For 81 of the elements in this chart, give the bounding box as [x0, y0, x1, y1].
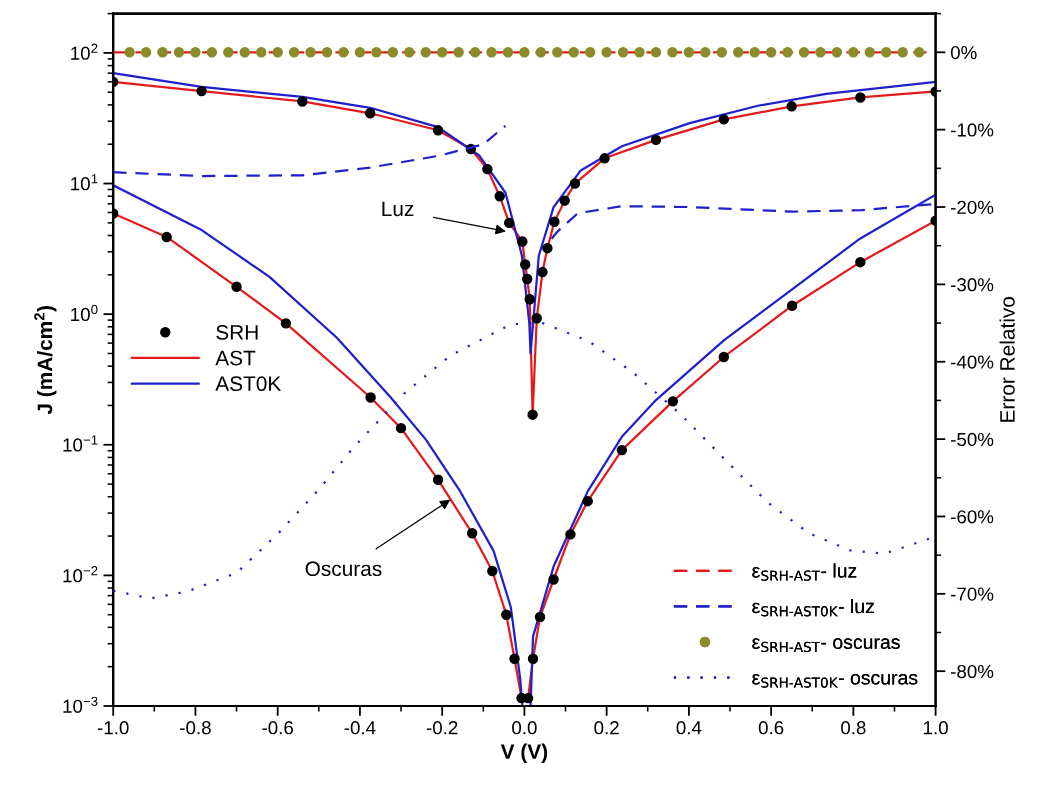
point	[297, 96, 308, 107]
point	[432, 474, 444, 485]
legend-label: AST0K	[215, 376, 282, 392]
point	[667, 396, 679, 407]
y2-tick-label: 0%	[950, 45, 977, 60]
point	[482, 163, 493, 175]
x-tick-label: -0.6	[262, 721, 294, 735]
point	[542, 242, 553, 254]
x-tick-label: 0.2	[594, 721, 619, 735]
y-tick-label: 10$^{−2}$	[63, 566, 98, 583]
point	[487, 565, 498, 577]
point	[466, 528, 478, 539]
y-tick-label: 10$^{0}$	[71, 304, 98, 322]
x-tick-label: 1.0	[923, 721, 948, 735]
point	[569, 178, 581, 189]
point	[501, 609, 512, 620]
point	[718, 351, 730, 363]
legend-label: ε$_{SRH-AST0K}$- luz	[752, 599, 874, 617]
y2-tick-label: -80%	[951, 664, 994, 679]
point	[548, 574, 559, 585]
point	[565, 529, 576, 540]
point	[534, 611, 546, 623]
x-axis-title: V (V)	[500, 743, 548, 764]
y-axis-title: J (mA/cm$^{2}$)	[34, 306, 57, 415]
annotation: Luz	[382, 201, 414, 217]
y2-tick-label: -10%	[951, 123, 994, 137]
y2-axis-title: Error Relativo	[999, 297, 1015, 422]
y2-tick-label: -60%	[951, 510, 994, 524]
y-tick-label: 10$^{2}$	[71, 43, 98, 60]
point	[524, 294, 535, 305]
point	[196, 85, 207, 97]
y2-tick-label: -20%	[951, 200, 994, 214]
point	[559, 195, 570, 206]
point	[365, 392, 376, 403]
point	[786, 101, 797, 112]
x-tick-label: 0.4	[676, 721, 702, 735]
point	[517, 236, 528, 247]
point	[522, 273, 533, 285]
legend-label: ε$_{SRH-AST}$- luz	[752, 563, 857, 581]
point	[161, 231, 172, 243]
point	[520, 259, 531, 270]
point	[616, 444, 628, 456]
point	[503, 217, 515, 229]
point	[509, 653, 520, 664]
point	[395, 422, 407, 434]
x-tick-label: 0.8	[841, 721, 866, 735]
point	[432, 125, 444, 136]
x-tick-label: -0.8	[180, 721, 211, 735]
point	[855, 92, 866, 103]
y-tick-label: 10$^{1}$	[71, 174, 98, 191]
y-tick-label: 10$^{−3}$	[63, 696, 98, 713]
x-tick-label: 0.6	[758, 721, 784, 735]
point	[549, 216, 560, 227]
x-tick-label: -1.0	[97, 721, 129, 735]
point	[527, 653, 539, 664]
legend-label: AST	[215, 350, 256, 366]
point	[531, 313, 542, 324]
x-tick-label: -0.4	[344, 721, 376, 735]
annotation: Oscuras	[305, 561, 382, 577]
point	[786, 300, 798, 311]
y-tick-label: 10$^{−1}$	[63, 435, 98, 452]
y2-tick-label: -30%	[951, 278, 994, 292]
legend-label: SRH	[216, 324, 258, 340]
point	[855, 256, 866, 268]
point	[582, 495, 593, 507]
point	[537, 266, 548, 278]
point	[364, 108, 376, 119]
x-tick-label: -0.2	[426, 721, 458, 735]
point	[280, 318, 292, 329]
legend-label: ε$_{SRH-AST0K}$- oscuras	[752, 673, 918, 688]
point	[599, 153, 610, 164]
point	[718, 114, 730, 125]
legend-label: ε$_{SRH-AST}$- oscuras	[752, 638, 900, 653]
y2-tick-label: -70%	[951, 587, 994, 601]
y2-tick-label: -40%	[951, 355, 994, 369]
x-tick-label: 0.0	[512, 721, 537, 735]
y2-tick-label: -50%	[951, 432, 994, 447]
point	[527, 409, 538, 420]
point	[650, 134, 662, 146]
point	[231, 281, 242, 292]
point	[494, 190, 505, 202]
